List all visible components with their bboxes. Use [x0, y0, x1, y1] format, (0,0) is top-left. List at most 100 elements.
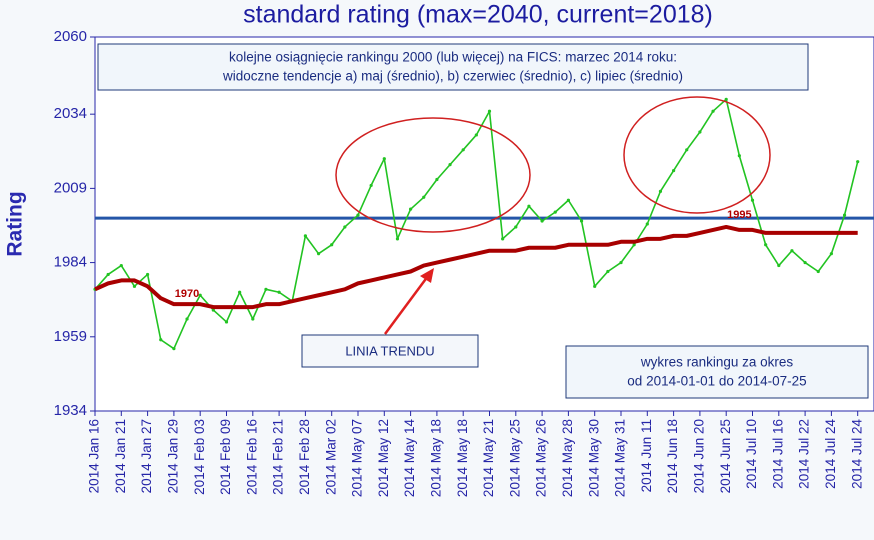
- data-point: [856, 160, 860, 164]
- x-tick-label: 2014 Feb 03: [192, 419, 207, 495]
- y-tick-label: 1984: [54, 254, 87, 271]
- data-point: [579, 219, 584, 223]
- data-point: [658, 189, 663, 193]
- data-point: [448, 163, 452, 167]
- data-point: [461, 148, 465, 152]
- data-point: [619, 260, 623, 265]
- annotation-label: 1995: [727, 209, 751, 221]
- x-tick-label: 2014 Mar 02: [323, 419, 338, 495]
- x-tick-label: 2014 May 25: [507, 419, 522, 497]
- data-point: [474, 133, 478, 137]
- data-point: [382, 157, 386, 161]
- annotation-box: [301, 334, 479, 368]
- x-tick-label: 2014 Jul 24: [823, 419, 838, 489]
- x-tick-label: 2014 May 07: [350, 419, 365, 497]
- x-tick-label: 2014 Jun 18: [665, 419, 680, 493]
- note-text: kolejne osiągnięcie rankingu 2000 (lub w…: [229, 50, 677, 65]
- chart-title: standard rating (max=2040, current=2018): [243, 1, 713, 29]
- x-tick-label: 2014 Jun 20: [691, 419, 706, 493]
- data-point: [264, 287, 268, 291]
- data-point: [146, 272, 150, 277]
- data-point: [553, 210, 557, 214]
- x-tick-label: 2014 Jul 10: [744, 419, 759, 489]
- data-point: [803, 260, 807, 265]
- data-point: [185, 317, 189, 321]
- data-point: [224, 320, 229, 324]
- data-point: [238, 290, 242, 294]
- y-tick-label: 2034: [54, 105, 87, 122]
- x-tick-label: 2014 May 30: [586, 419, 601, 497]
- x-tick-label: 2014 May 28: [560, 419, 575, 497]
- series-line: [94, 224, 858, 310]
- data-point: [198, 293, 202, 297]
- data-point: [764, 243, 768, 247]
- data-point: [566, 198, 571, 202]
- data-point: [501, 237, 505, 241]
- data-point: [842, 213, 847, 217]
- x-tick-label: 2014 Jul 16: [770, 419, 785, 489]
- x-tick-label: 2014 Jul 24: [849, 419, 864, 489]
- data-point: [409, 207, 413, 211]
- data-point: [632, 243, 636, 247]
- data-point: [750, 198, 755, 202]
- data-point: [540, 219, 544, 223]
- data-point: [369, 183, 373, 188]
- y-tick-label: 1934: [54, 402, 87, 419]
- annotation-arrowhead: [420, 268, 434, 283]
- note-text: widoczne tendencje a) maj (średnio), b) …: [222, 69, 683, 84]
- x-tick-label: 2014 Jan 21: [113, 419, 128, 493]
- x-tick-label: 2014 May 18: [455, 419, 470, 497]
- x-tick-label: 2014 Jan 29: [165, 419, 180, 493]
- data-point: [737, 154, 741, 158]
- data-point: [724, 97, 728, 101]
- highlight-ellipse: [335, 117, 531, 233]
- data-point: [251, 317, 255, 321]
- data-point: [316, 252, 321, 256]
- x-tick-label: 2014 Jun 11: [639, 419, 654, 492]
- data-point: [685, 148, 689, 152]
- x-tick-label: 2014 Feb 16: [244, 419, 259, 495]
- data-point: [698, 130, 702, 134]
- note-box: [565, 345, 869, 399]
- x-tick-label: 2014 Feb 09: [218, 419, 233, 495]
- y-axis-label: Rating: [4, 191, 27, 256]
- data-point: [172, 347, 176, 351]
- data-point: [711, 109, 715, 113]
- y-tick-label: 2060: [54, 28, 87, 45]
- note-text: od 2014-01-01 do 2014-07-25: [627, 374, 806, 389]
- data-point: [672, 168, 676, 173]
- data-point: [790, 249, 794, 253]
- x-tick-label: 2014 Jan 27: [139, 419, 154, 493]
- data-point: [487, 109, 492, 113]
- note-box: [97, 43, 809, 91]
- data-point: [330, 243, 334, 247]
- data-point: [277, 290, 281, 294]
- data-point: [606, 269, 610, 274]
- data-point: [777, 263, 781, 268]
- data-point: [829, 252, 834, 256]
- data-point: [211, 308, 215, 312]
- x-tick-label: 2014 May 21: [481, 419, 496, 497]
- data-point: [395, 237, 400, 241]
- data-point: [645, 222, 649, 226]
- data-point: [527, 204, 531, 208]
- note-text: wykres rankingu za okres: [640, 355, 794, 370]
- x-tick-label: 2014 May 14: [402, 419, 417, 498]
- data-point: [106, 272, 110, 277]
- data-point: [159, 338, 163, 342]
- data-point: [343, 225, 347, 229]
- x-tick-label: 2014 May 26: [534, 419, 549, 497]
- x-tick-label: 2014 Jul 22: [797, 419, 812, 489]
- annotation-text: LINIA TRENDU: [345, 343, 434, 358]
- data-point: [356, 213, 360, 217]
- y-tick-label: 1959: [54, 328, 87, 345]
- data-point: [422, 195, 426, 199]
- data-point: [435, 177, 439, 182]
- data-point: [514, 225, 518, 229]
- data-point: [303, 234, 307, 238]
- x-tick-label: 2014 May 18: [428, 419, 443, 497]
- data-point: [132, 284, 137, 288]
- x-tick-label: 2014 Jan 16: [87, 419, 102, 493]
- x-tick-label: 2014 May 31: [613, 419, 628, 497]
